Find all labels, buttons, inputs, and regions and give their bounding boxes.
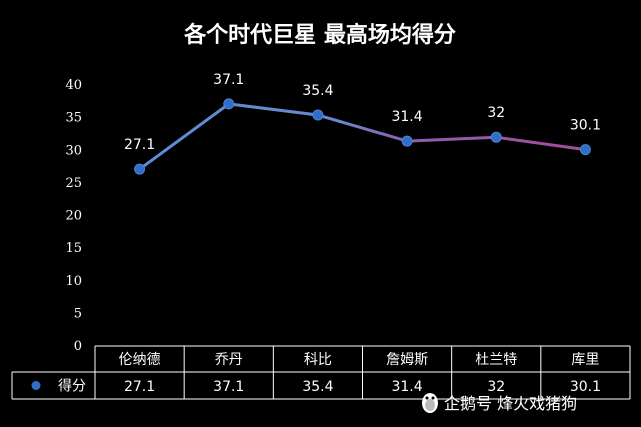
table-value-cell: 37.1 xyxy=(213,379,244,395)
x-category-label: 乔丹 xyxy=(215,352,243,368)
data-table: 伦纳德 乔丹 科比 詹姆斯 杜兰特 库里 27.1 37.1 35.4 31.4 32 30.1 得分 xyxy=(11,345,631,400)
x-category-label: 伦纳德 xyxy=(119,352,161,368)
data-label: 32 xyxy=(487,105,505,121)
y-tick-label: 30 xyxy=(65,143,82,158)
data-point xyxy=(312,109,324,121)
data-label: 37.1 xyxy=(213,72,244,88)
x-category-label: 杜兰特 xyxy=(475,352,517,368)
watermark-text: 企鹅号 烽火戏猪狗 xyxy=(444,394,577,413)
series-line-segment xyxy=(138,102,231,171)
x-category-label: 科比 xyxy=(304,352,332,368)
table-value-cell: 31.4 xyxy=(391,379,422,395)
legend-marker-swatch xyxy=(31,381,41,390)
series-line-group xyxy=(138,102,587,171)
y-tick-label: 5 xyxy=(74,306,82,321)
table-value-cell: 27.1 xyxy=(124,379,155,395)
series-line-segment xyxy=(494,135,587,152)
series-line-segment xyxy=(227,102,320,117)
chart-title: 各个时代巨星 最高场均得分 xyxy=(183,22,456,48)
data-label: 31.4 xyxy=(391,109,422,125)
data-point xyxy=(134,163,146,175)
penguin-icon xyxy=(422,393,438,413)
data-label: 35.4 xyxy=(302,83,333,99)
markers-group xyxy=(134,98,591,175)
y-tick-label: 20 xyxy=(65,209,82,224)
series-line-segment xyxy=(316,113,409,143)
data-point xyxy=(490,131,502,143)
data-label: 27.1 xyxy=(124,137,155,153)
legend-series-name: 得分 xyxy=(58,378,86,395)
y-tick-label: 15 xyxy=(65,241,82,256)
x-category-label: 库里 xyxy=(571,352,599,368)
table-value-cell: 30.1 xyxy=(570,379,601,395)
series-line-segment xyxy=(405,135,498,143)
y-tick-label: 40 xyxy=(65,78,82,93)
y-tick-label: 35 xyxy=(65,111,82,126)
data-point xyxy=(223,98,235,110)
data-labels-group: 27.1 37.1 35.4 31.4 32 30.1 xyxy=(124,72,601,153)
data-point xyxy=(401,135,413,147)
y-axis: 0 5 10 15 20 25 30 35 40 xyxy=(65,78,82,354)
y-tick-label: 25 xyxy=(65,176,82,191)
y-tick-label: 10 xyxy=(65,274,82,289)
table-value-cell: 35.4 xyxy=(302,379,333,395)
data-point xyxy=(579,144,591,156)
data-label: 30.1 xyxy=(570,118,601,134)
x-category-label: 詹姆斯 xyxy=(386,352,428,368)
y-tick-label: 0 xyxy=(74,339,82,354)
watermark: 企鹅号 烽火戏猪狗 xyxy=(422,393,577,413)
table-value-cell: 32 xyxy=(487,379,505,395)
